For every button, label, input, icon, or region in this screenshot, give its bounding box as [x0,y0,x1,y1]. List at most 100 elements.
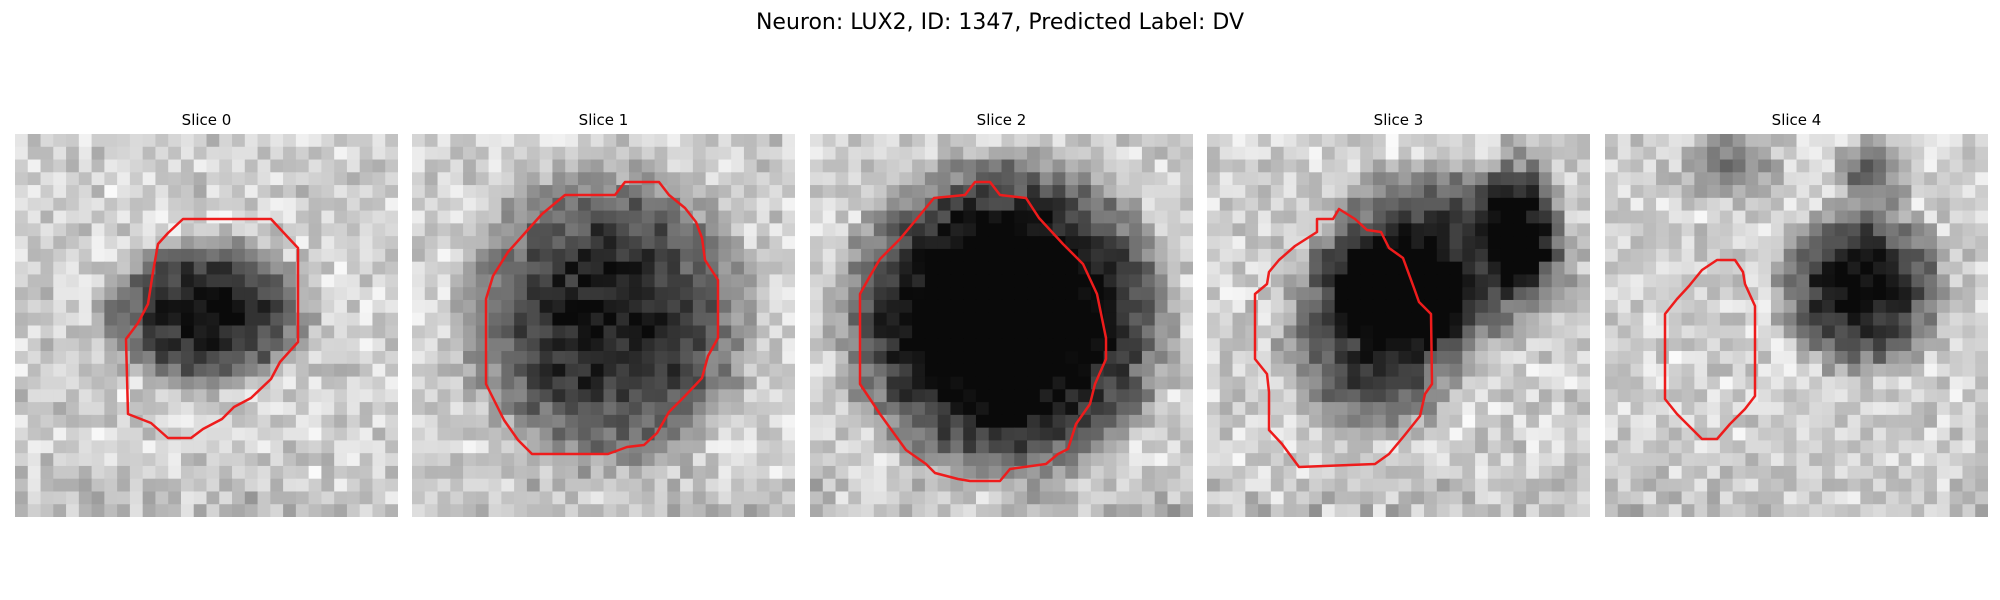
pixel [1027,427,1041,441]
pixel [641,376,656,390]
pixel [15,172,29,186]
pixel [1962,363,1976,378]
pixel [1526,389,1540,403]
pixel [104,134,118,148]
pixel [1936,236,1951,250]
pixel [437,312,451,327]
pixel [1180,312,1193,327]
pixel [1949,287,1964,301]
pixel [937,185,952,199]
pixel [1065,351,1079,365]
figure-title: Neuron: LUX2, ID: 1347, Predicted Label:… [755,10,1245,35]
pixel [1783,287,1798,301]
pixel [1219,134,1234,148]
pixel [270,389,284,403]
pixel [899,299,913,314]
pixel [1500,491,1514,505]
pixel [1513,325,1527,339]
pixel [359,261,374,276]
pixel [1167,414,1181,429]
pixel [1873,299,1887,314]
pixel [463,440,477,454]
pixel [244,287,259,301]
pixel [937,402,952,416]
pixel [334,376,348,390]
pixel [450,491,464,505]
pixel [1551,389,1566,403]
pixel [1436,172,1451,186]
pixel [1487,478,1502,493]
pixel [321,134,335,148]
pixel [603,376,617,390]
pixel [1487,248,1502,263]
pixel [1681,478,1695,493]
pixel [1039,261,1054,276]
pixel [1001,376,1015,390]
pixel [565,134,579,148]
pixel [1911,248,1925,263]
pixel [743,210,758,224]
pixel [1487,312,1502,327]
pixel [1270,197,1285,212]
pixel [1911,223,1925,237]
pixel [1039,146,1054,161]
slice-panel-0: Slice 0 [15,110,398,517]
pixel [1232,134,1246,148]
pixel [1207,134,1221,148]
pixel [1219,159,1234,173]
pixel [334,146,348,161]
pixel [1207,159,1221,173]
pixel [1207,210,1221,224]
pixel [1347,402,1361,416]
pixel-grid [15,134,398,517]
pixel [15,491,29,505]
pixel [718,248,732,263]
pixel [1398,325,1412,339]
pixel [810,185,824,199]
pixel [1027,146,1041,161]
pixel [810,236,824,250]
pixel [1424,491,1438,505]
pixel [705,478,719,493]
pixel [53,210,67,224]
pixel [1462,172,1476,186]
pixel [1309,274,1323,288]
pixel [257,478,271,493]
pixel [1873,414,1887,429]
pixel [552,338,566,352]
pixel [129,274,144,288]
pixel [308,491,322,505]
pixel [1513,248,1527,263]
pixel [66,376,80,390]
pixel [1475,197,1489,212]
pixel [91,185,105,199]
pixel [731,197,745,212]
pixel [40,134,54,148]
pixel [1605,274,1619,288]
pixel [1617,389,1632,403]
pixel [1707,504,1721,517]
pixel [988,299,1003,314]
pixel [193,325,208,339]
pixel [810,465,824,480]
pixel [1436,440,1451,454]
pixel [1052,427,1066,441]
pixel [1885,389,1900,403]
pixel [1643,427,1657,441]
pixel [975,134,990,148]
pixel [526,299,541,314]
pixel [1630,351,1644,365]
pixel [1258,248,1272,263]
pixel [1551,312,1566,327]
pixel [577,312,592,327]
pixel [334,299,348,314]
pixel [1732,453,1747,467]
pixel [1975,312,1988,327]
pixel [1564,465,1578,480]
pixel [1207,261,1221,276]
pixel [692,491,707,505]
pixel [501,453,515,467]
pixel [641,299,656,314]
pixel [848,261,862,276]
pixel [950,274,964,288]
